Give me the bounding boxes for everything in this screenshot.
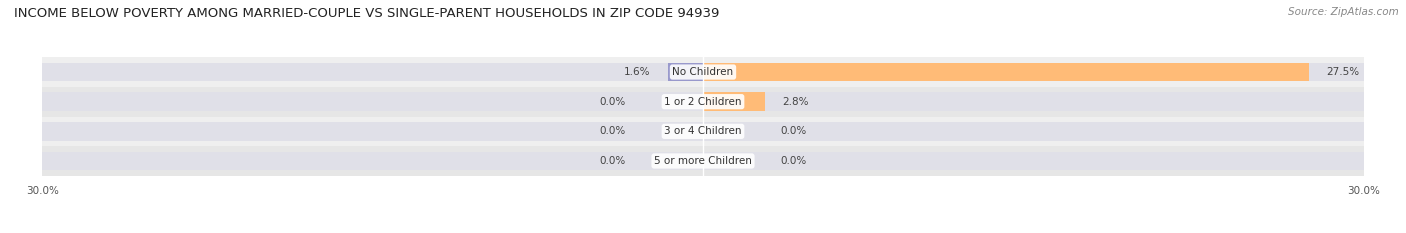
Bar <box>703 63 1309 81</box>
Bar <box>42 122 703 140</box>
Text: 27.5%: 27.5% <box>1326 67 1360 77</box>
Text: Source: ZipAtlas.com: Source: ZipAtlas.com <box>1288 7 1399 17</box>
Bar <box>703 152 1364 170</box>
Text: 5 or more Children: 5 or more Children <box>654 156 752 166</box>
Text: 3 or 4 Children: 3 or 4 Children <box>664 126 742 136</box>
Bar <box>703 122 1364 140</box>
Bar <box>668 63 703 81</box>
Bar <box>42 57 1364 87</box>
Text: 1 or 2 Children: 1 or 2 Children <box>664 97 742 107</box>
Bar <box>42 152 703 170</box>
Text: 1.6%: 1.6% <box>624 67 650 77</box>
Bar <box>703 93 1364 111</box>
Text: 0.0%: 0.0% <box>599 97 626 107</box>
Bar <box>42 87 1364 116</box>
Bar <box>42 116 1364 146</box>
Text: 2.8%: 2.8% <box>782 97 808 107</box>
Text: No Children: No Children <box>672 67 734 77</box>
Text: INCOME BELOW POVERTY AMONG MARRIED-COUPLE VS SINGLE-PARENT HOUSEHOLDS IN ZIP COD: INCOME BELOW POVERTY AMONG MARRIED-COUPL… <box>14 7 720 20</box>
Text: 0.0%: 0.0% <box>599 126 626 136</box>
Bar <box>703 63 1364 81</box>
Bar <box>42 146 1364 176</box>
Text: 0.0%: 0.0% <box>780 126 807 136</box>
Legend: Married Couples, Single Parents: Married Couples, Single Parents <box>595 230 811 233</box>
Bar <box>42 93 703 111</box>
Bar <box>42 63 703 81</box>
Bar <box>703 93 765 111</box>
Text: 0.0%: 0.0% <box>599 156 626 166</box>
Text: 0.0%: 0.0% <box>780 156 807 166</box>
